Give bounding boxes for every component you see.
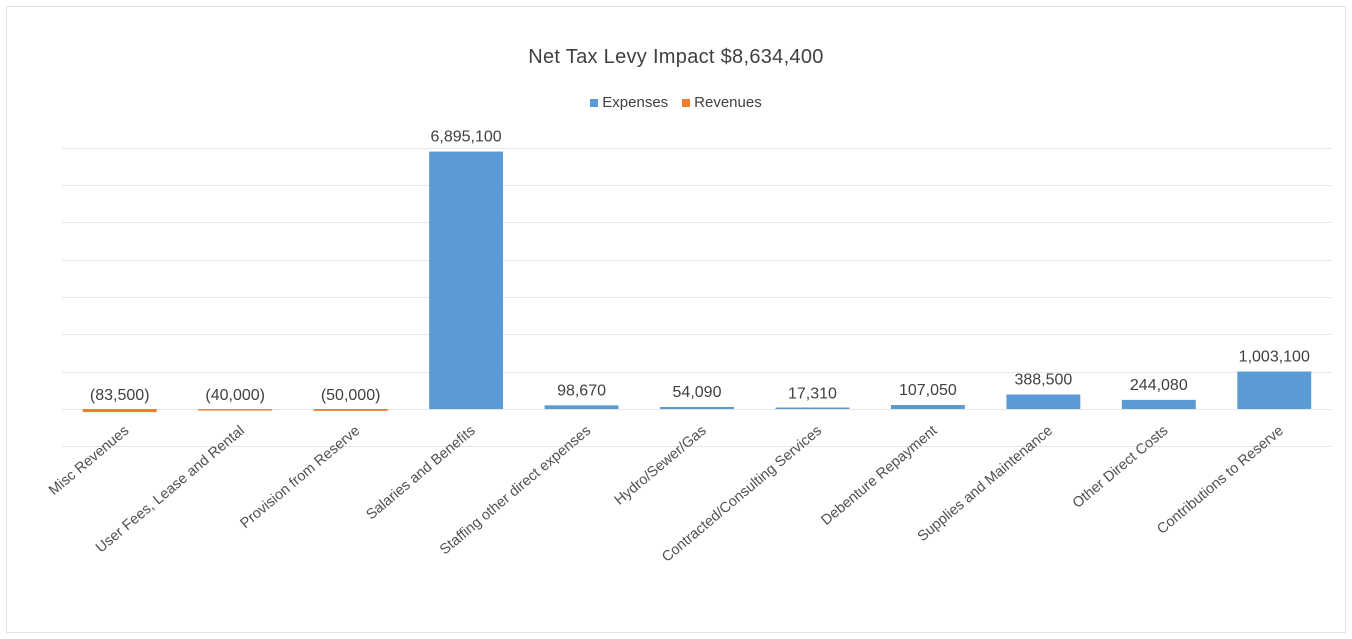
- legend-label-revenues: Revenues: [694, 94, 762, 111]
- legend-swatch-expenses: [590, 98, 599, 107]
- bar-expenses: [429, 151, 504, 409]
- data-label: (40,000): [205, 387, 265, 404]
- data-label: 388,500: [1014, 371, 1072, 388]
- chart-title: Net Tax Levy Impact $8,634,400: [528, 46, 824, 68]
- data-label: 107,050: [899, 382, 957, 399]
- gridlines: [62, 148, 1332, 447]
- bar-expenses: [660, 406, 734, 409]
- legend-swatch-revenues: [682, 98, 691, 107]
- bar-revenues: [82, 409, 157, 413]
- bar-expenses: [1006, 394, 1081, 409]
- category-label: Other Direct Costs: [1070, 423, 1172, 512]
- category-label: Debenture Repayment: [818, 423, 940, 529]
- category-label: Provision from Reserve: [237, 423, 363, 532]
- data-label: 54,090: [673, 384, 722, 401]
- category-label: Hydro/Sewer/Gas: [612, 423, 710, 509]
- category-label: Contributions to Reserve: [1154, 423, 1287, 538]
- category-label: Misc Revenues: [46, 423, 132, 499]
- legend-label-expenses: Expenses: [602, 94, 669, 111]
- bar-expenses: [775, 407, 850, 409]
- bar-expenses: [890, 405, 965, 409]
- chart-frame: [6, 6, 1346, 633]
- data-label: 17,310: [788, 385, 837, 402]
- bar-revenues: [198, 409, 273, 411]
- category-label: Salaries and Benefits: [363, 423, 478, 523]
- legend-item-expenses: Expenses: [590, 94, 668, 111]
- legend-item-revenues: Revenues: [682, 94, 762, 111]
- data-label: (50,000): [321, 387, 381, 404]
- bar-expenses: [1237, 371, 1312, 409]
- data-label: 244,080: [1130, 377, 1188, 394]
- bar-expenses: [544, 405, 619, 409]
- category-label: Supplies and Maintenance: [915, 423, 1056, 545]
- data-label: 1,003,100: [1239, 349, 1310, 366]
- bar-expenses: [1121, 399, 1196, 409]
- bar-revenues: [313, 409, 388, 411]
- data-label: 6,895,100: [430, 129, 501, 146]
- data-label: 98,670: [557, 382, 606, 399]
- chart-legend: Expenses Revenues: [0, 94, 1352, 111]
- data-label: (83,500): [90, 387, 150, 404]
